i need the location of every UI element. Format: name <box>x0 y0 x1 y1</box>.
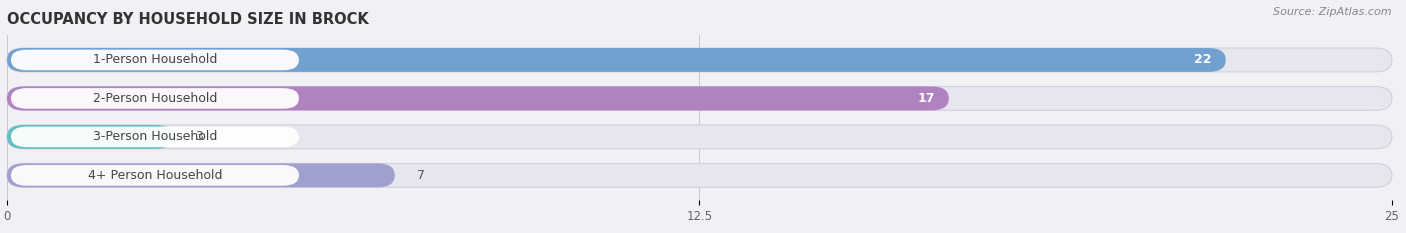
FancyBboxPatch shape <box>11 165 299 186</box>
FancyBboxPatch shape <box>7 125 1392 149</box>
FancyBboxPatch shape <box>7 48 1226 72</box>
FancyBboxPatch shape <box>11 88 299 109</box>
FancyBboxPatch shape <box>11 127 299 147</box>
Text: 4+ Person Household: 4+ Person Household <box>87 169 222 182</box>
Text: 2-Person Household: 2-Person Household <box>93 92 217 105</box>
FancyBboxPatch shape <box>7 163 395 187</box>
Text: 3-Person Household: 3-Person Household <box>93 130 217 143</box>
FancyBboxPatch shape <box>7 86 949 110</box>
FancyBboxPatch shape <box>7 163 1392 187</box>
FancyBboxPatch shape <box>7 86 1392 110</box>
Text: 1-Person Household: 1-Person Household <box>93 53 217 66</box>
Text: 17: 17 <box>918 92 935 105</box>
Text: Source: ZipAtlas.com: Source: ZipAtlas.com <box>1274 7 1392 17</box>
FancyBboxPatch shape <box>11 50 299 70</box>
Text: 3: 3 <box>195 130 204 143</box>
Text: OCCUPANCY BY HOUSEHOLD SIZE IN BROCK: OCCUPANCY BY HOUSEHOLD SIZE IN BROCK <box>7 12 368 27</box>
Text: 7: 7 <box>418 169 425 182</box>
FancyBboxPatch shape <box>7 48 1392 72</box>
Text: 22: 22 <box>1195 53 1212 66</box>
FancyBboxPatch shape <box>7 125 173 149</box>
